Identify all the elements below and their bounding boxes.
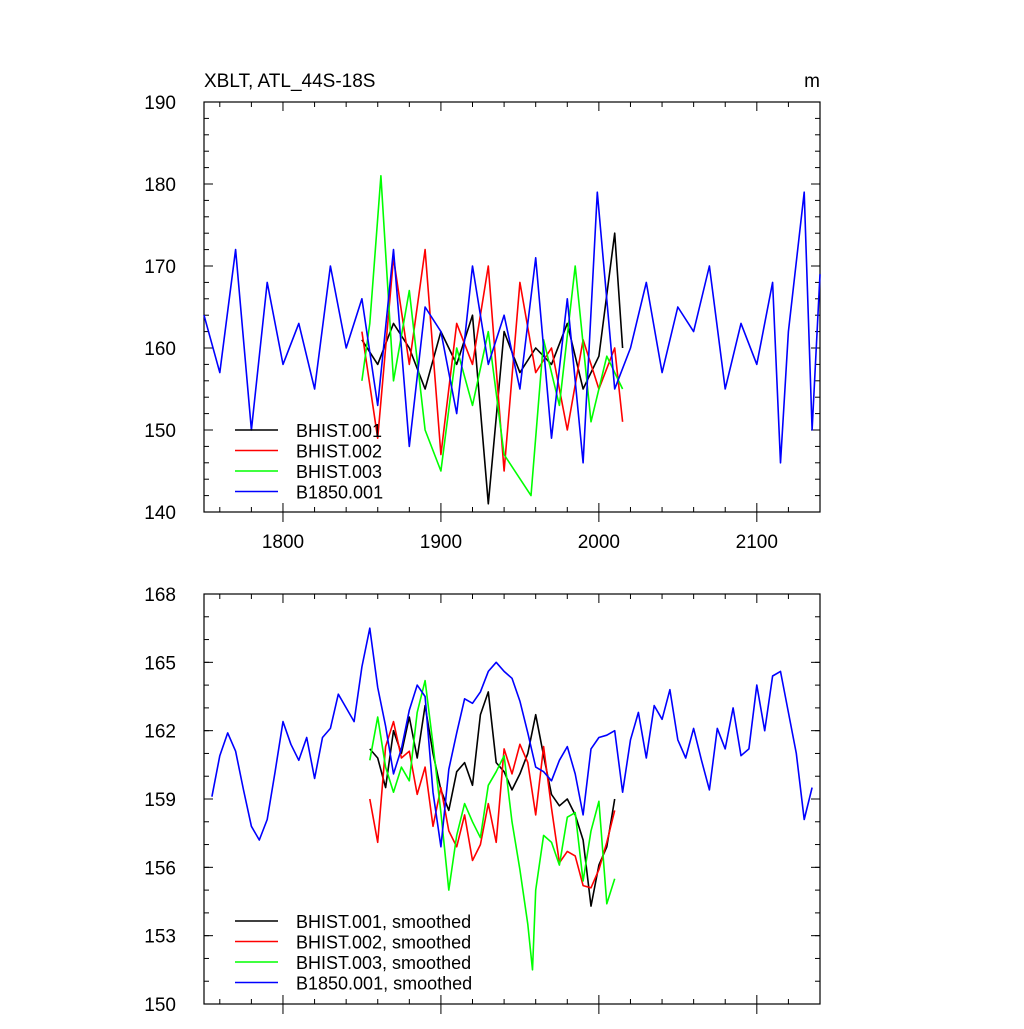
y-tick-label: 162 — [144, 722, 176, 743]
series-line — [361, 248, 624, 472]
legend-label: B1850.001, smoothed — [296, 974, 472, 994]
y-tick-label: 159 — [144, 790, 176, 811]
series-line — [211, 627, 813, 848]
y-tick-label: 160 — [144, 339, 176, 360]
y-tick-label: 140 — [144, 503, 176, 524]
axis-ticks: 1800 1900 2000 2100 140 150 160 170 180 190 — [144, 93, 821, 553]
top-panel: XBLT, ATL_44S-18S m 1800 1900 2000 21001401… — [144, 71, 821, 553]
series-line — [203, 191, 821, 464]
y-tick-label: 168 — [144, 585, 176, 606]
chart-title: XBLT, ATL_44S-18S — [204, 71, 375, 92]
x-tick-label: 2000 — [578, 532, 620, 553]
legend-label: BHIST.003 — [296, 462, 382, 482]
y-tick-label: 190 — [144, 93, 176, 114]
y-tick-label: 165 — [144, 653, 176, 674]
axis-ticks: 150 153 156 159 162 165 168 — [144, 585, 821, 1016]
legend-label: BHIST.002 — [296, 442, 382, 462]
x-tick-label: 1900 — [420, 532, 462, 553]
x-tick-label: 1800 — [262, 532, 304, 553]
plot-frame — [203, 101, 821, 513]
legend-label: BHIST.001, smoothed — [296, 912, 471, 932]
legend-label: BHIST.002, smoothed — [296, 933, 471, 953]
y-tick-label: 150 — [144, 995, 176, 1016]
legend-label: BHIST.001 — [296, 421, 382, 441]
series-lines — [203, 175, 821, 505]
bottom-panel: 150 153 156 159 162 165 168 BHIST.001, smoothe… — [144, 585, 821, 1016]
series-lines — [211, 627, 813, 971]
series-line — [369, 691, 616, 907]
y-tick-label: 153 — [144, 927, 176, 948]
series-line — [361, 175, 624, 497]
y-tick-label: 156 — [144, 858, 176, 879]
units-label: m — [804, 71, 820, 92]
legend-label: BHIST.003, smoothed — [296, 953, 471, 973]
series-line — [369, 679, 616, 971]
y-tick-label: 170 — [144, 257, 176, 278]
legend-label: B1850.001 — [296, 483, 383, 503]
y-tick-label: 180 — [144, 175, 176, 196]
series-line — [369, 720, 616, 889]
y-tick-label: 150 — [144, 421, 176, 442]
x-tick-label: 2100 — [736, 532, 778, 553]
